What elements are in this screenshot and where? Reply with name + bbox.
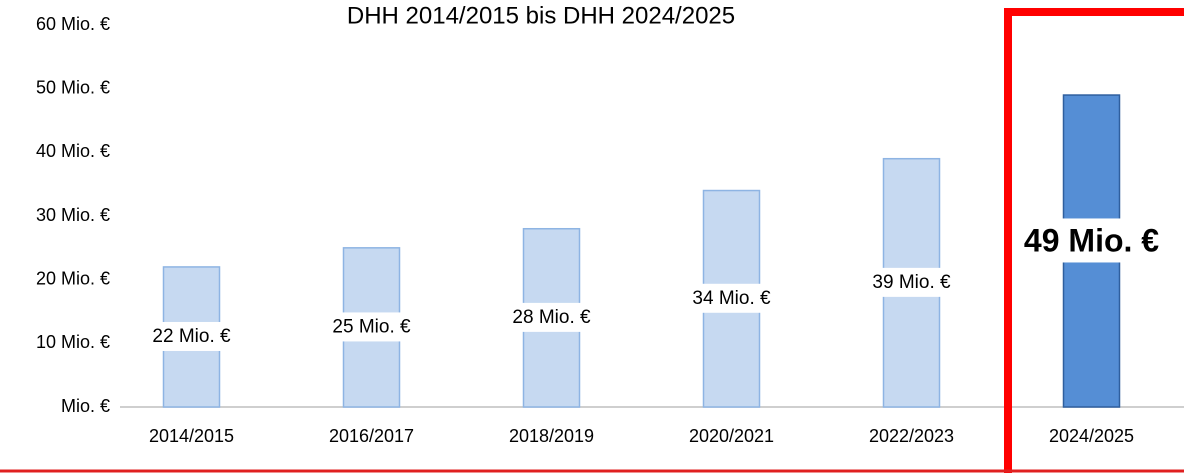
y-tick-label: 50 Mio. €: [36, 77, 110, 97]
y-tick-label: 30 Mio. €: [36, 205, 110, 225]
y-tick-label: 40 Mio. €: [36, 141, 110, 161]
value-label: 22 Mio. €: [152, 326, 231, 347]
x-tick-label: 2018/2019: [509, 426, 594, 446]
value-label: 28 Mio. €: [512, 307, 591, 328]
value-label-bg: [508, 302, 596, 332]
value-label-bg: [1019, 218, 1164, 263]
y-tick-label: Mio. €: [61, 396, 110, 416]
value-label-bg: [148, 321, 236, 351]
value-label-bg: [868, 267, 956, 297]
value-label: 39 Mio. €: [872, 272, 951, 293]
value-label: 49 Mio. €: [1024, 222, 1159, 258]
value-label: 25 Mio. €: [332, 316, 411, 337]
x-tick-label: 2014/2015: [149, 426, 234, 446]
chart-title: DHH 2014/2015 bis DHH 2024/2025: [347, 2, 735, 29]
x-tick-label: 2020/2021: [689, 426, 774, 446]
x-tick-label: 2024/2025: [1049, 426, 1134, 446]
y-tick-label: 20 Mio. €: [36, 268, 110, 288]
y-tick-label: 10 Mio. €: [36, 332, 110, 352]
x-tick-label: 2022/2023: [869, 426, 954, 446]
y-tick-label: 60 Mio. €: [36, 14, 110, 34]
highlight-frame: [1004, 8, 1184, 473]
value-label-bg: [688, 283, 776, 313]
plot: Mio. € 10 Mio. € 20 Mio. € 30 Mio. € 40 Mio.…: [36, 14, 1164, 446]
x-tick-label: 2016/2017: [329, 426, 414, 446]
value-label-bg: [328, 312, 416, 342]
value-label: 34 Mio. €: [692, 288, 771, 309]
